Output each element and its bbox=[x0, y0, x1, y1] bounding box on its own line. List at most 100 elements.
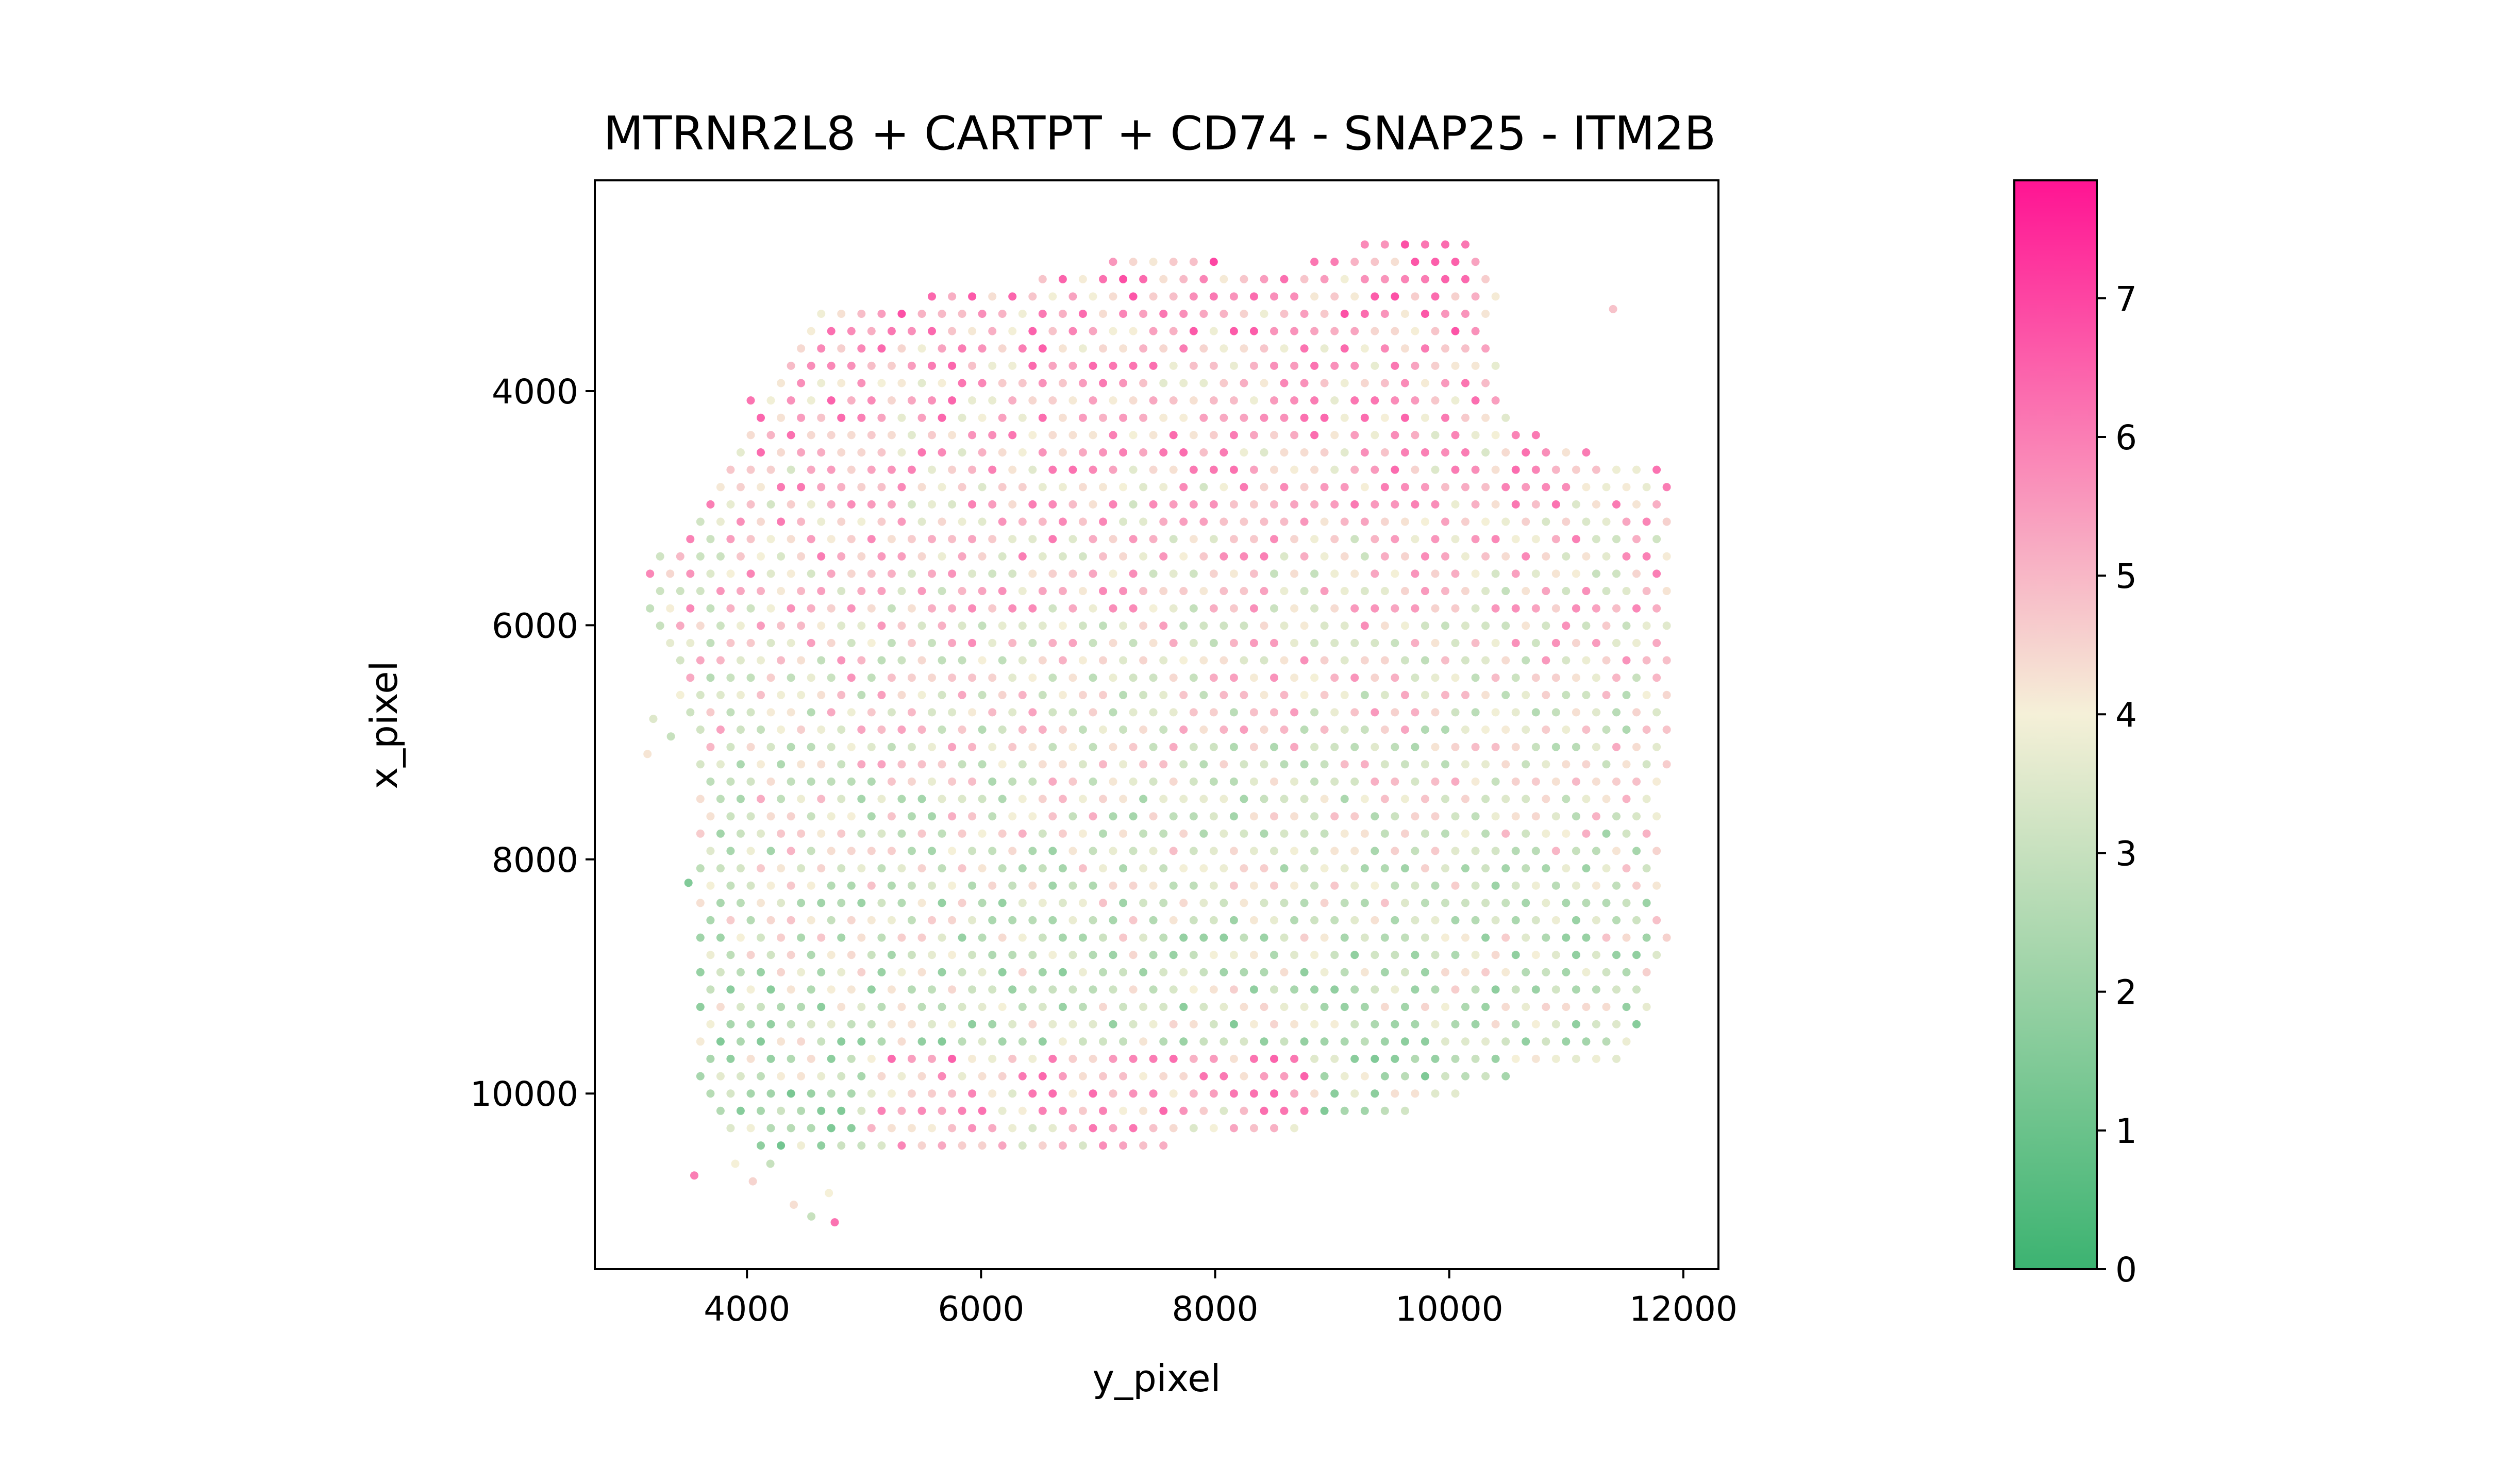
scatter-point bbox=[1048, 638, 1057, 647]
scatter-point bbox=[1270, 535, 1278, 544]
scatter-point bbox=[907, 881, 916, 890]
scatter-point bbox=[1461, 899, 1469, 907]
scatter-point bbox=[1300, 656, 1309, 665]
scatter-point bbox=[1270, 1124, 1278, 1133]
scatter-point bbox=[1471, 361, 1480, 370]
scatter-point bbox=[1421, 275, 1429, 283]
scatter-point bbox=[777, 587, 786, 595]
scatter-point bbox=[1249, 1020, 1258, 1028]
scatter-point bbox=[1290, 985, 1299, 994]
scatter-point bbox=[1511, 1020, 1520, 1028]
scatter-point bbox=[1471, 1054, 1480, 1063]
scatter-point bbox=[1380, 899, 1389, 907]
scatter-point bbox=[1179, 795, 1188, 803]
scatter-point bbox=[1642, 968, 1651, 976]
scatter-point bbox=[1078, 483, 1087, 492]
scatter-point bbox=[1371, 881, 1379, 890]
x-tick-label: 4000 bbox=[704, 1289, 790, 1329]
scatter-point bbox=[1461, 690, 1469, 699]
scatter-point bbox=[917, 726, 926, 734]
scatter-point bbox=[1270, 465, 1278, 474]
scatter-point bbox=[1089, 1020, 1097, 1028]
scatter-point bbox=[1119, 1037, 1128, 1046]
scatter-point bbox=[847, 361, 856, 370]
scatter-point bbox=[1159, 621, 1168, 630]
scatter-point bbox=[1260, 829, 1268, 838]
scatter-point bbox=[1159, 344, 1168, 353]
scatter-point bbox=[1380, 552, 1389, 561]
scatter-point bbox=[917, 379, 926, 387]
scatter-point bbox=[1542, 656, 1550, 665]
scatter-point bbox=[666, 569, 675, 578]
scatter-point bbox=[1330, 500, 1339, 509]
scatter-point bbox=[807, 431, 815, 440]
scatter-point bbox=[1008, 396, 1017, 405]
scatter-point bbox=[1290, 708, 1299, 717]
scatter-point bbox=[1441, 864, 1449, 873]
scatter-point bbox=[1139, 621, 1148, 630]
scatter-point bbox=[958, 1003, 966, 1011]
scatter-point bbox=[1038, 483, 1047, 492]
scatter-point bbox=[1320, 310, 1329, 318]
scatter-point bbox=[757, 1072, 765, 1081]
scatter-point bbox=[787, 569, 795, 578]
scatter-point bbox=[1391, 708, 1399, 717]
scatter-point bbox=[817, 310, 826, 318]
scatter-point bbox=[1380, 829, 1389, 838]
scatter-point bbox=[1149, 327, 1158, 335]
scatter-point bbox=[998, 795, 1007, 803]
scatter-point bbox=[1602, 483, 1611, 492]
scatter-point bbox=[1189, 258, 1198, 266]
scatter-point bbox=[857, 968, 866, 976]
scatter-point bbox=[948, 708, 957, 717]
scatter-point bbox=[1078, 968, 1087, 976]
scatter-point bbox=[1068, 812, 1077, 821]
scatter-point bbox=[817, 448, 826, 457]
scatter-point bbox=[777, 1106, 786, 1115]
scatter-point bbox=[867, 1089, 876, 1098]
scatter-point bbox=[907, 673, 916, 682]
scatter-point bbox=[1350, 292, 1359, 301]
scatter-point bbox=[1662, 483, 1671, 492]
scatter-point bbox=[1300, 552, 1309, 561]
scatter-point bbox=[1451, 916, 1460, 924]
scatter-point bbox=[857, 621, 866, 630]
scatter-point bbox=[1300, 379, 1309, 387]
scatter-point bbox=[1199, 656, 1208, 665]
scatter-point bbox=[1380, 656, 1389, 665]
scatter-point bbox=[807, 1089, 815, 1098]
scatter-point bbox=[1270, 951, 1278, 959]
scatter-point bbox=[736, 483, 745, 492]
scatter-point bbox=[1089, 396, 1097, 405]
scatter-point bbox=[1179, 552, 1188, 561]
scatter-point bbox=[1209, 638, 1218, 647]
scatter-point bbox=[766, 396, 775, 405]
scatter-point bbox=[1229, 777, 1238, 786]
scatter-point bbox=[1511, 916, 1520, 924]
scatter-point bbox=[1209, 847, 1218, 855]
scatter-point bbox=[1199, 517, 1208, 526]
scatter-point bbox=[1149, 361, 1158, 370]
scatter-point bbox=[847, 916, 856, 924]
scatter-point bbox=[1280, 864, 1289, 873]
scatter-point bbox=[948, 465, 957, 474]
scatter-point bbox=[1199, 968, 1208, 976]
scatter-point bbox=[1340, 621, 1349, 630]
scatter-point bbox=[1300, 448, 1309, 457]
scatter-point bbox=[1018, 690, 1027, 699]
scatter-point bbox=[736, 760, 745, 769]
scatter-point bbox=[1360, 483, 1369, 492]
scatter-point bbox=[1542, 552, 1550, 561]
scatter-point bbox=[1260, 1106, 1268, 1115]
scatter-point bbox=[1189, 638, 1198, 647]
scatter-point bbox=[1431, 1054, 1440, 1063]
scatter-point bbox=[817, 587, 826, 595]
scatter-point bbox=[1562, 899, 1571, 907]
scatter-point bbox=[1609, 305, 1617, 313]
scatter-point bbox=[1501, 517, 1510, 526]
scatter-point bbox=[1421, 344, 1429, 353]
scatter-point bbox=[1371, 431, 1379, 440]
scatter-point bbox=[1280, 690, 1289, 699]
scatter-point bbox=[1421, 899, 1429, 907]
scatter-point bbox=[1119, 760, 1128, 769]
